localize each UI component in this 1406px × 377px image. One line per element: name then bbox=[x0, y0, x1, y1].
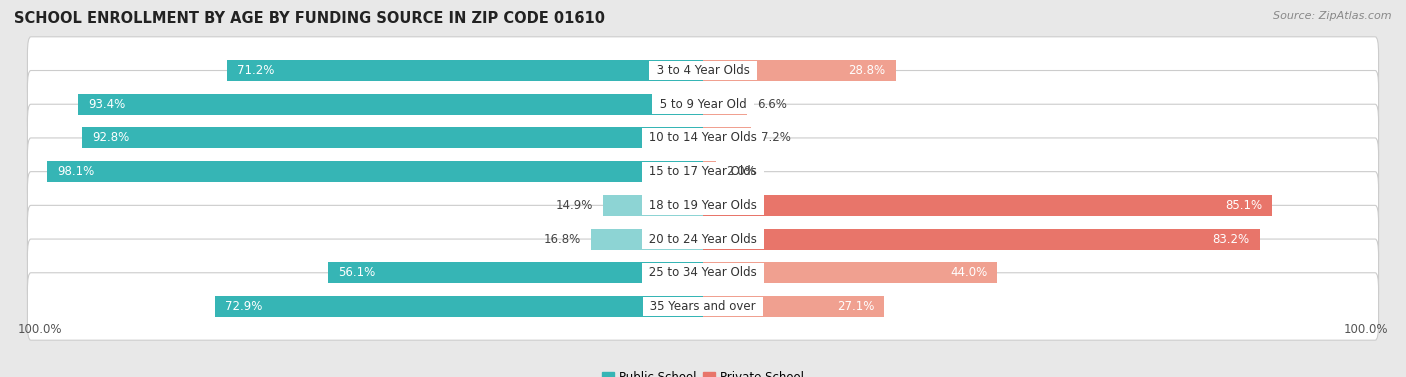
Text: 3 to 4 Year Olds: 3 to 4 Year Olds bbox=[652, 64, 754, 77]
Text: 98.1%: 98.1% bbox=[56, 165, 94, 178]
Bar bbox=[215, 296, 703, 317]
Text: 18 to 19 Year Olds: 18 to 19 Year Olds bbox=[645, 199, 761, 212]
Bar bbox=[703, 60, 896, 81]
FancyBboxPatch shape bbox=[28, 172, 1378, 239]
Text: 56.1%: 56.1% bbox=[337, 266, 375, 279]
Bar bbox=[703, 228, 1260, 250]
Bar bbox=[328, 262, 703, 283]
Text: 100.0%: 100.0% bbox=[17, 323, 62, 336]
FancyBboxPatch shape bbox=[28, 273, 1378, 340]
Text: 25 to 34 Year Olds: 25 to 34 Year Olds bbox=[645, 266, 761, 279]
Text: 10 to 14 Year Olds: 10 to 14 Year Olds bbox=[645, 132, 761, 144]
FancyBboxPatch shape bbox=[28, 104, 1378, 172]
Text: 5 to 9 Year Old: 5 to 9 Year Old bbox=[655, 98, 751, 111]
Text: 100.0%: 100.0% bbox=[1344, 323, 1389, 336]
Text: 72.9%: 72.9% bbox=[225, 300, 263, 313]
Bar bbox=[79, 94, 703, 115]
Text: 44.0%: 44.0% bbox=[950, 266, 987, 279]
Bar bbox=[703, 127, 751, 149]
FancyBboxPatch shape bbox=[28, 70, 1378, 138]
FancyBboxPatch shape bbox=[28, 138, 1378, 205]
Text: 16.8%: 16.8% bbox=[543, 233, 581, 245]
Text: 6.6%: 6.6% bbox=[758, 98, 787, 111]
Text: 2.0%: 2.0% bbox=[727, 165, 756, 178]
Bar bbox=[591, 228, 703, 250]
Text: 85.1%: 85.1% bbox=[1225, 199, 1263, 212]
Text: 20 to 24 Year Olds: 20 to 24 Year Olds bbox=[645, 233, 761, 245]
Bar bbox=[603, 195, 703, 216]
Text: Source: ZipAtlas.com: Source: ZipAtlas.com bbox=[1274, 11, 1392, 21]
FancyBboxPatch shape bbox=[28, 205, 1378, 273]
Bar bbox=[703, 94, 747, 115]
Text: 7.2%: 7.2% bbox=[761, 132, 792, 144]
FancyBboxPatch shape bbox=[28, 239, 1378, 307]
Text: 83.2%: 83.2% bbox=[1212, 233, 1250, 245]
Text: 14.9%: 14.9% bbox=[555, 199, 593, 212]
Bar bbox=[83, 127, 703, 149]
FancyBboxPatch shape bbox=[28, 37, 1378, 104]
Text: 71.2%: 71.2% bbox=[236, 64, 274, 77]
Text: 35 Years and over: 35 Years and over bbox=[647, 300, 759, 313]
Text: 93.4%: 93.4% bbox=[89, 98, 125, 111]
Bar bbox=[703, 296, 884, 317]
Bar bbox=[46, 161, 703, 182]
Text: SCHOOL ENROLLMENT BY AGE BY FUNDING SOURCE IN ZIP CODE 01610: SCHOOL ENROLLMENT BY AGE BY FUNDING SOUR… bbox=[14, 11, 605, 26]
Text: 28.8%: 28.8% bbox=[848, 64, 886, 77]
Legend: Public School, Private School: Public School, Private School bbox=[598, 366, 808, 377]
Bar bbox=[703, 195, 1272, 216]
Text: 92.8%: 92.8% bbox=[93, 132, 129, 144]
Bar bbox=[703, 161, 717, 182]
Text: 27.1%: 27.1% bbox=[837, 300, 875, 313]
Bar bbox=[226, 60, 703, 81]
Text: 15 to 17 Year Olds: 15 to 17 Year Olds bbox=[645, 165, 761, 178]
Bar bbox=[703, 262, 997, 283]
